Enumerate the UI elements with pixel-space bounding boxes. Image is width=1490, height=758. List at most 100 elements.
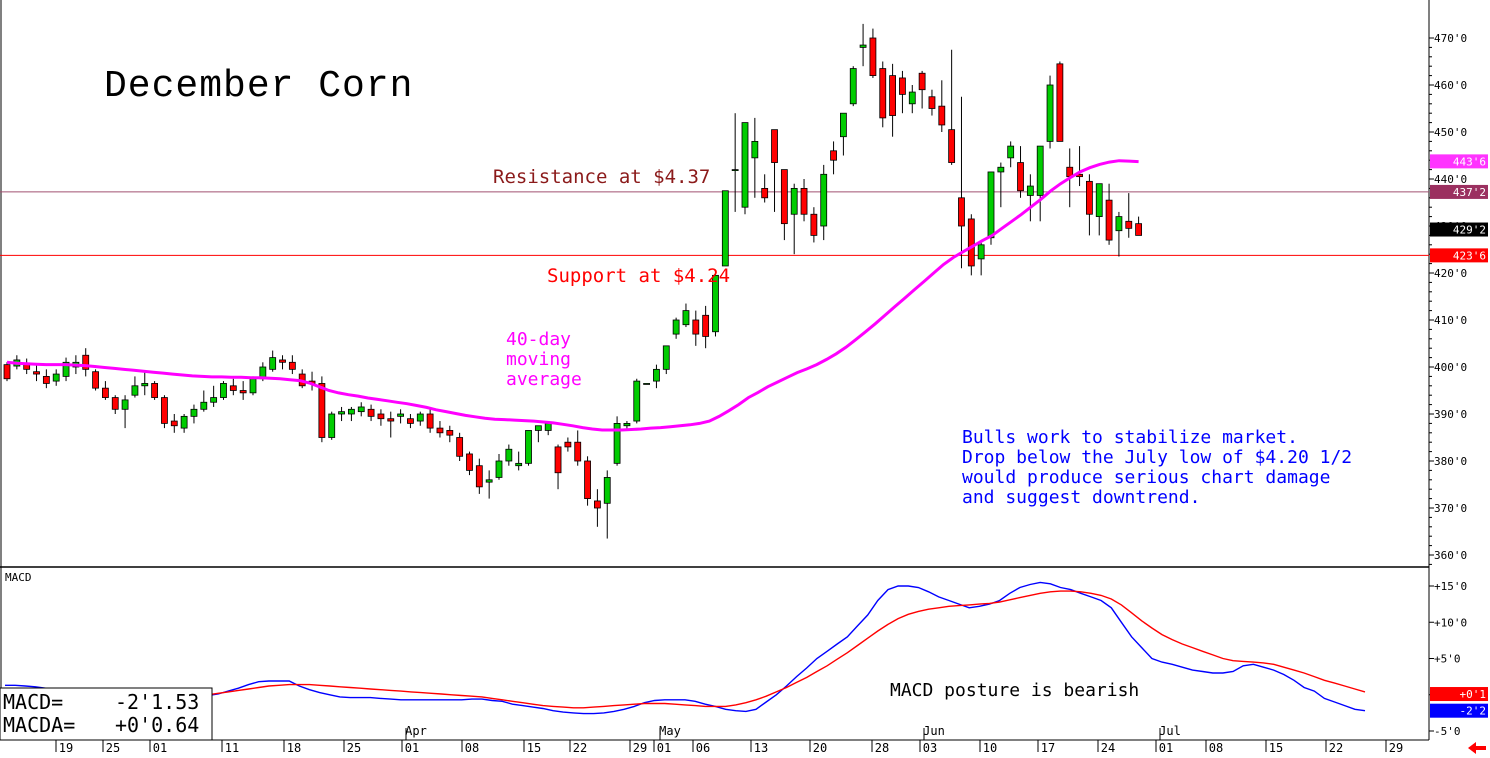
candle: [830, 141, 837, 175]
price-tick-label: 400'0: [1434, 361, 1467, 374]
candle: [761, 174, 769, 203]
candle: [288, 355, 296, 375]
candle: [653, 364, 660, 389]
candle: [613, 416, 621, 466]
date-tick-label: 20: [813, 741, 827, 755]
candle: [485, 470, 493, 499]
candle: [1026, 174, 1034, 222]
price-tick-label: 380'0: [1434, 455, 1467, 468]
svg-text:443'6: 443'6: [1453, 155, 1486, 168]
candle: [338, 406, 345, 422]
date-tick-label: 22: [573, 741, 587, 755]
candle: [170, 414, 178, 433]
date-tick-label: 08: [465, 741, 479, 755]
candle: [918, 70, 926, 109]
candle: [849, 66, 857, 107]
scroll-left-arrow-icon[interactable]: [1468, 742, 1486, 754]
comment-line1: Bulls work to stabilize market.: [962, 427, 1298, 448]
macd-tag: -2'2: [1430, 703, 1488, 718]
date-tick-label: 01: [1159, 741, 1173, 755]
comment-line4: and suggest downtrend.: [962, 487, 1200, 508]
candle: [151, 381, 159, 400]
candle: [810, 207, 818, 243]
macda-readout-value: +0'0.64: [115, 713, 199, 737]
price-tag: 443'6: [1430, 154, 1488, 169]
candle: [859, 23, 867, 67]
candle: [92, 369, 99, 391]
date-tick-label: 18: [287, 741, 301, 755]
ma-label-line3: average: [506, 369, 582, 390]
macd-readout-value: -2'1.53: [115, 690, 199, 714]
candle: [790, 183, 798, 255]
candle: [682, 303, 690, 328]
candle: [229, 378, 237, 396]
candle: [928, 89, 936, 116]
candle: [721, 190, 729, 267]
candle: [397, 409, 405, 424]
month-label: Apr: [405, 724, 427, 738]
candle: [584, 456, 591, 506]
candle: [131, 376, 139, 398]
month-label: Jun: [923, 724, 945, 738]
candle: [456, 432, 464, 461]
candle: [967, 214, 975, 276]
candle: [505, 444, 513, 466]
candle: [466, 451, 473, 476]
date-tick-label: 17: [1041, 741, 1055, 755]
candle: [102, 381, 109, 400]
price-tick-label: 420'0: [1434, 267, 1467, 280]
ma-line: [6, 159, 1139, 432]
candle: [1086, 174, 1093, 236]
price-tick-label: 370'0: [1434, 502, 1467, 515]
candle: [52, 369, 60, 386]
candle: [475, 458, 483, 494]
ma-label-line1: 40-day: [506, 329, 571, 350]
candle: [1046, 75, 1054, 149]
candle: [357, 402, 365, 417]
candle: [997, 162, 1005, 208]
month-label: May: [659, 724, 681, 738]
support-label: Support at $4.24: [547, 265, 730, 287]
date-tick-label: 25: [106, 741, 120, 755]
macd-tick-label: +10'0: [1434, 616, 1467, 629]
comment-line3: would produce serious chart damage: [962, 467, 1330, 488]
candle: [387, 411, 395, 438]
candle: [948, 49, 956, 165]
candle: [554, 444, 562, 490]
candle: [220, 381, 227, 400]
candle: [367, 404, 375, 422]
candle: [436, 421, 444, 438]
candle: [495, 453, 503, 480]
macda-readout-label: MACDA=: [3, 713, 75, 737]
date-tick-label: 22: [1329, 741, 1343, 755]
candle: [820, 164, 828, 241]
candle: [1135, 216, 1142, 236]
candle: [879, 61, 887, 128]
date-tick-label: 28: [875, 741, 889, 755]
price-tag: 429'2: [1430, 222, 1488, 237]
price-tag: 437'2: [1430, 184, 1488, 199]
date-tick-label: 01: [657, 741, 671, 755]
date-tick-label: 24: [1101, 741, 1115, 755]
date-axis: 19 25 01 11 18 25 01 08 15 22 29 01 06 13 20 28 03 10 17 24…: [55, 724, 1403, 755]
candle: [899, 70, 906, 114]
svg-text:429'2: 429'2: [1453, 224, 1486, 237]
macd-comment: MACD posture is bearish: [890, 680, 1139, 701]
price-tag: 423'6: [1430, 248, 1488, 263]
macd-readout-box: [0, 687, 213, 741]
date-tick-label: 15: [1269, 741, 1283, 755]
moving-average-series: [6, 159, 1139, 432]
date-tick-label: 19: [59, 741, 73, 755]
candle: [731, 113, 739, 212]
candle: [210, 385, 218, 407]
candle: [672, 317, 680, 339]
price-tick-label: 410'0: [1434, 314, 1467, 327]
candle: [190, 404, 198, 424]
candle: [180, 414, 188, 433]
candle: [347, 406, 355, 422]
candle: [603, 470, 611, 539]
date-tick-label: 01: [153, 741, 167, 755]
candle: [1125, 193, 1133, 238]
candle: [426, 409, 434, 433]
